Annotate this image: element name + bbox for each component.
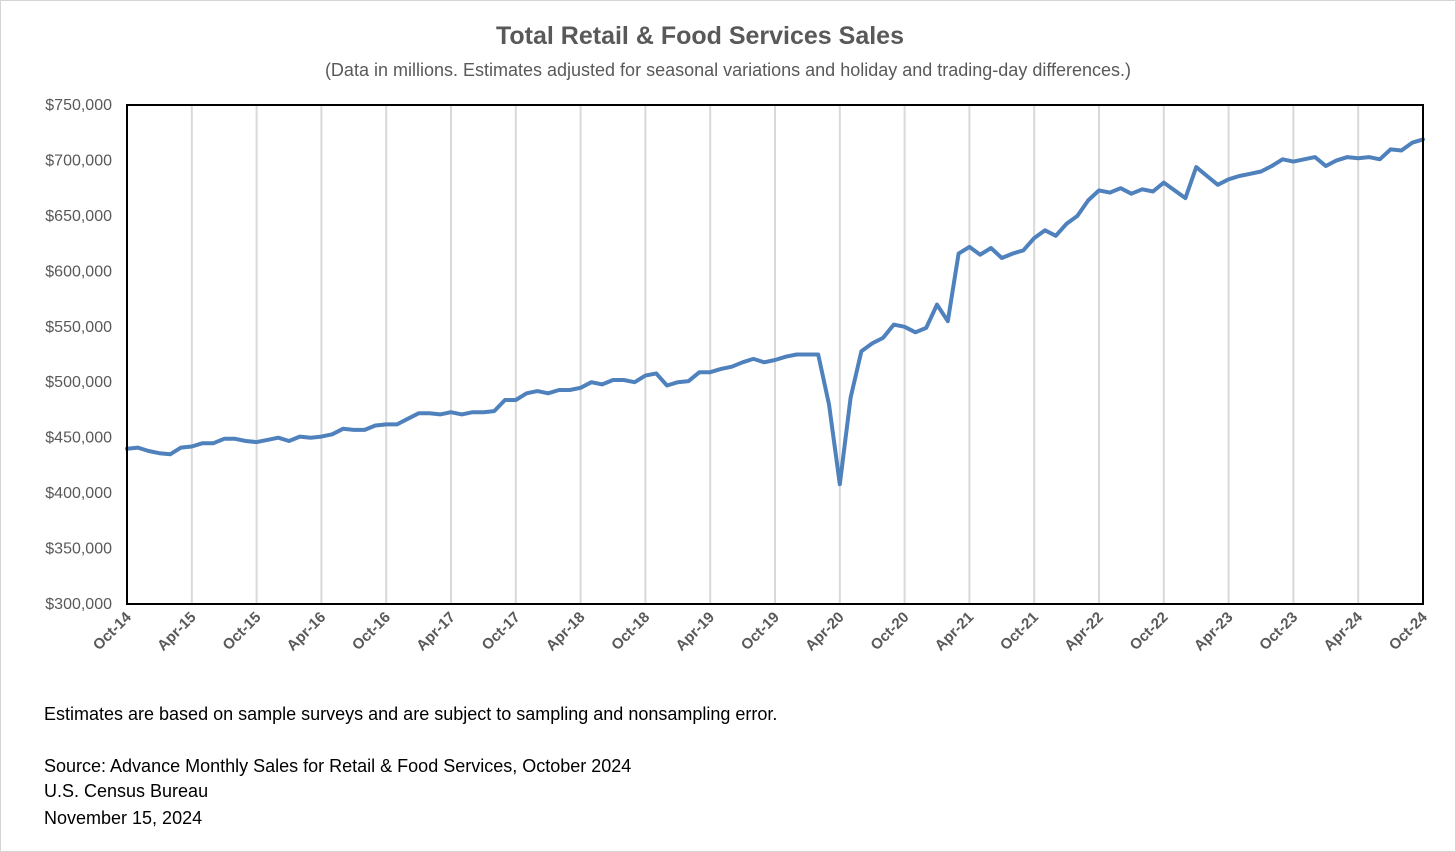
plot-area-border [126,104,1424,605]
x-tick-label: Apr-15 [154,609,200,655]
x-tick-label: Apr-18 [543,609,589,655]
x-tick-label: Oct-24 [1386,608,1431,653]
y-tick-label: $350,000 [45,541,112,558]
y-tick-label: $650,000 [45,208,112,225]
x-tick-label: Oct-17 [479,609,524,654]
x-tick-label: Apr-21 [932,609,978,655]
x-axis-ticks: Oct-14 Apr-15 Oct-15 Apr-16 Oct-16 Apr-17 Oct-… [90,608,1431,654]
line-chart: $300,000 $350,000 $400,000 $450,000 $500,000… [45,97,1431,654]
y-tick-label: $600,000 [45,263,112,280]
x-tick-label: Oct-23 [1256,609,1301,654]
y-tick-label: $700,000 [45,152,112,169]
y-tick-label: $300,000 [45,596,112,613]
series-line [125,137,1425,487]
grid-lines [190,105,1360,604]
x-tick-label: Oct-19 [738,609,783,654]
y-tick-label: $400,000 [45,485,112,502]
y-tick-label: $550,000 [45,319,112,336]
x-tick-label: Oct-18 [608,609,653,654]
x-tick-label: Oct-22 [1127,609,1172,654]
x-tick-label: Apr-22 [1061,609,1107,655]
sampling-note: Estimates are based on sample surveys an… [44,704,778,724]
agency-line: U.S. Census Bureau [44,781,209,801]
y-tick-label: $500,000 [45,374,112,391]
date-line: November 15, 2024 [44,808,203,828]
x-tick-label: Apr-19 [672,609,718,655]
x-tick-label: Apr-17 [413,609,459,655]
x-tick-label: Oct-16 [349,609,394,654]
chart-title: Total Retail & Food Services Sales [495,22,904,50]
x-tick-label: Oct-14 [90,608,135,653]
x-tick-label: Oct-20 [867,609,912,654]
y-axis-ticks: $300,000 $350,000 $400,000 $450,000 $500,000… [45,97,112,613]
x-tick-label: Apr-20 [802,609,848,655]
x-tick-label: Apr-23 [1191,609,1237,655]
x-tick-label: Oct-15 [219,609,264,654]
chart-subtitle: (Data in millions. Estimates adjusted fo… [324,60,1132,80]
y-tick-label: $750,000 [45,97,112,114]
x-tick-label: Apr-16 [284,609,330,655]
source-line: Source: Advance Monthly Sales for Retail… [44,756,632,776]
x-tick-label: Oct-21 [997,609,1042,654]
y-tick-label: $450,000 [45,430,112,447]
x-tick-label: Apr-24 [1320,608,1366,654]
